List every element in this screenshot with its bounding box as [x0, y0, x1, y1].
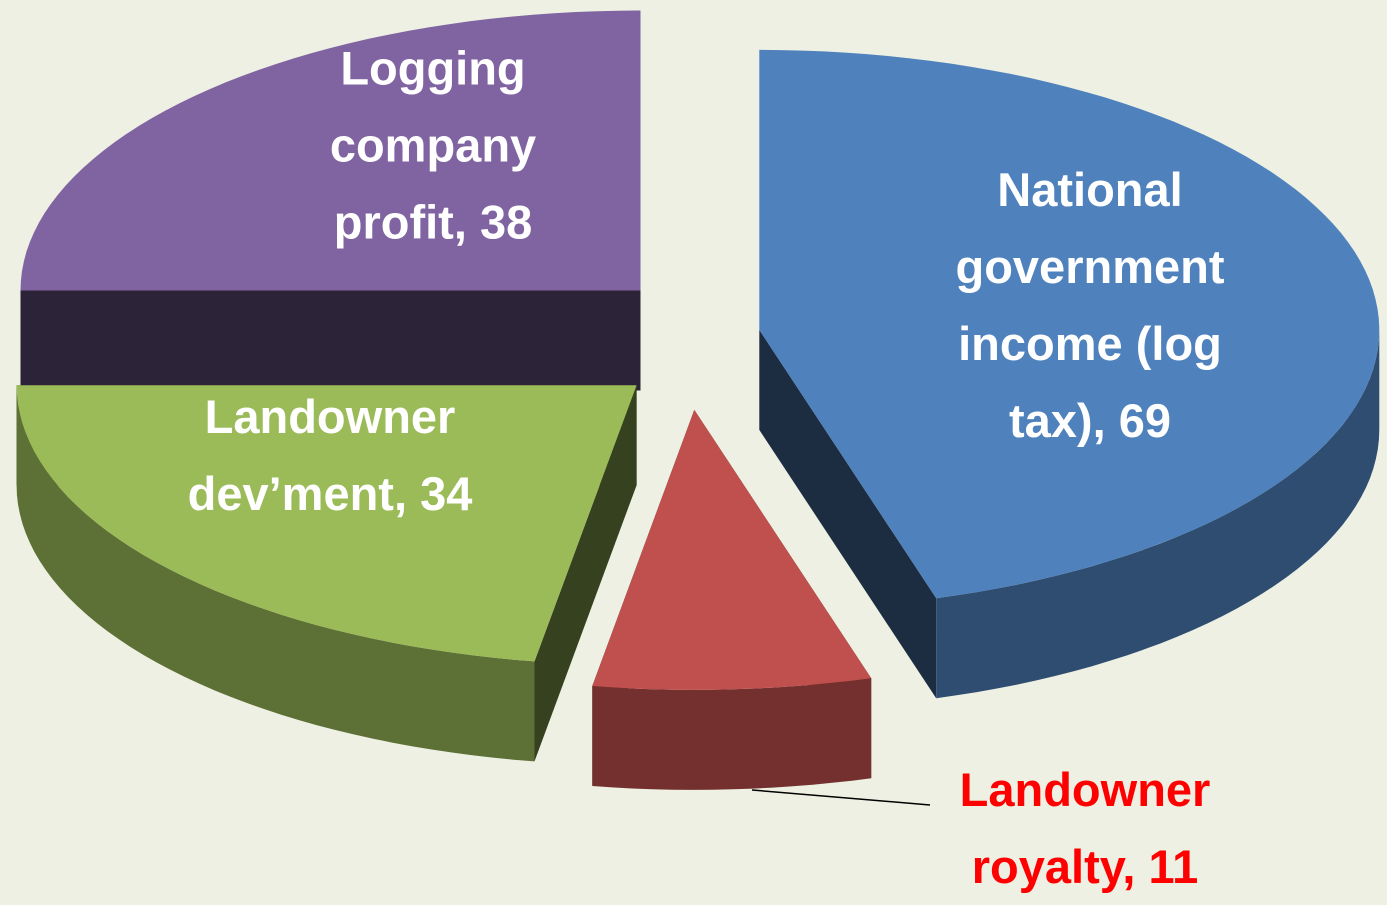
slice-label: Logging company profit, 38 — [329, 41, 537, 249]
slice-wall — [16, 385, 535, 762]
slice-label: National government income (log tax), 69 — [955, 163, 1225, 447]
slice — [592, 409, 872, 690]
slice — [759, 49, 1380, 599]
slice — [20, 10, 641, 291]
slice-wall — [592, 678, 872, 790]
slice-label: Landowner dev’ment, 34 — [187, 390, 473, 520]
slice-side — [759, 329, 937, 699]
slice-label: Landowner royalty, 11 — [959, 763, 1211, 893]
slice — [16, 385, 637, 662]
slice-wall — [936, 329, 1380, 699]
slice-side — [20, 290, 641, 391]
leader-line — [751, 789, 931, 806]
